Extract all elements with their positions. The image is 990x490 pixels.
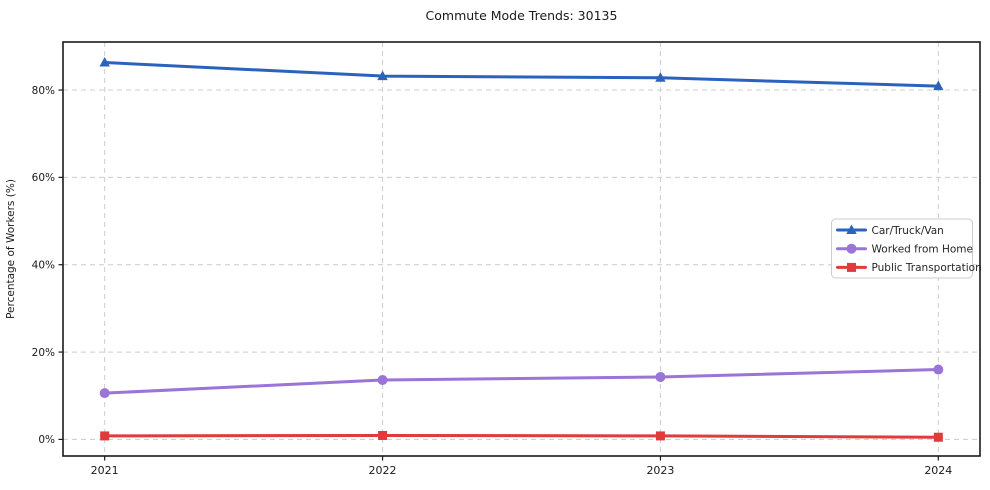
plot-border: [62, 41, 981, 457]
legend-label: Car/Truck/Van: [872, 225, 944, 237]
x-tick-label: 2023: [646, 464, 674, 477]
y-tick-label: 0%: [38, 434, 55, 446]
data-point-marker: [933, 432, 943, 442]
legend-box: [831, 218, 973, 279]
x-tick-label: 2021: [91, 464, 119, 477]
legend-item-public-transportation: Public Transportation: [836, 262, 982, 274]
series-line: [103, 368, 940, 395]
y-tick-label: 80%: [32, 85, 55, 97]
legend-label: Worked from Home: [872, 244, 973, 256]
legend-label: Public Transportation: [872, 262, 982, 274]
legend-item-car-truck-van: Car/Truck/Van: [836, 224, 944, 237]
data-point-marker: [378, 430, 388, 440]
data-point-marker: [377, 70, 388, 81]
series-line: [103, 433, 940, 439]
y-tick-label: 40%: [32, 260, 55, 272]
chart-title: Commute Mode Trends: 30135: [425, 8, 618, 23]
axis-ticks: 0% 20% 40% 60% 80% 2021 2022 2023 2024: [32, 85, 953, 477]
y-tick-label: 60%: [32, 172, 55, 184]
data-point-marker: [933, 80, 944, 91]
series-car-truck-van: [99, 57, 944, 91]
data-point-marker: [100, 431, 110, 441]
series-worked-from-home: [99, 364, 944, 399]
legend-marker: [846, 224, 857, 234]
legend: Car/Truck/Van Worked from Home Public Tran…: [831, 218, 982, 279]
legend-marker: [847, 262, 856, 272]
x-tick-label: 2024: [924, 464, 952, 477]
data-point-marker: [99, 57, 110, 67]
legend-item-worked-from-home: Worked from Home: [836, 243, 973, 256]
series-public-transportation: [100, 430, 943, 442]
y-tick-label: 20%: [32, 347, 55, 359]
legend-marker: [846, 243, 857, 254]
x-tick-label: 2022: [369, 464, 397, 477]
y-axis-label: Percentage of Workers (%): [5, 179, 17, 319]
series-line: [103, 61, 940, 88]
data-point-marker: [655, 371, 666, 382]
data-point-marker: [655, 431, 665, 441]
data-point-marker: [655, 72, 666, 82]
data-point-marker: [377, 375, 388, 386]
data-point-marker: [99, 388, 110, 399]
data-point-marker: [933, 364, 944, 375]
